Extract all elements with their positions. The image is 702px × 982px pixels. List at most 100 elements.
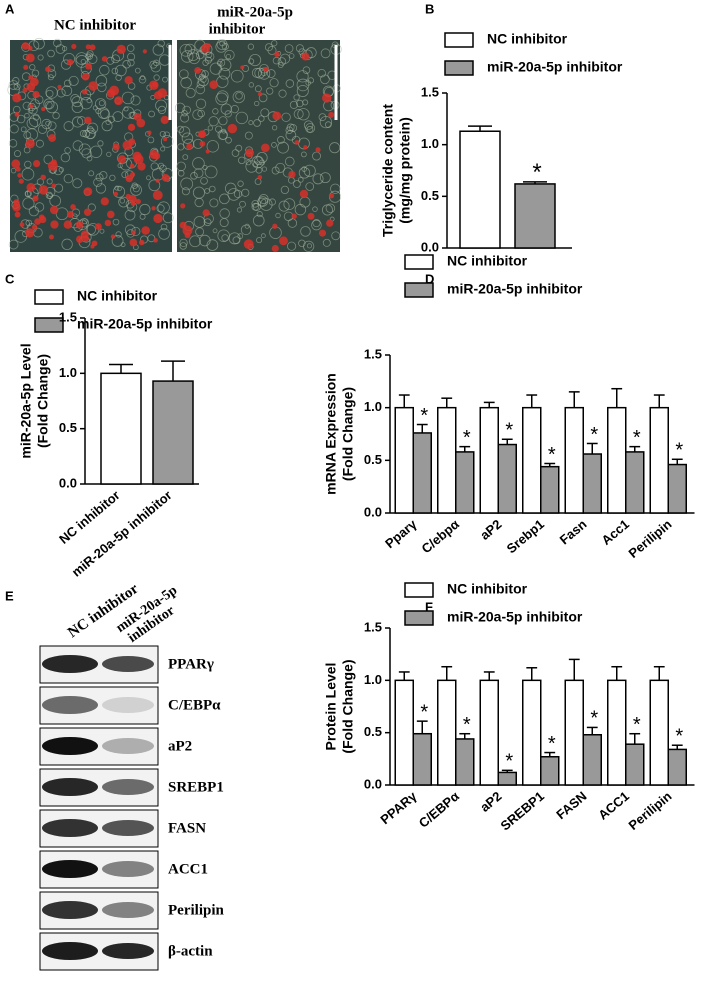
cell	[94, 98, 107, 110]
lipid	[124, 76, 133, 85]
cell	[330, 183, 341, 194]
bar	[649, 406, 669, 514]
cell	[88, 170, 95, 177]
lipid	[132, 151, 142, 162]
significance: *	[548, 733, 556, 755]
x-tick-label: miR-20a-5p inhibitor	[69, 487, 175, 579]
cell	[33, 37, 45, 50]
legend-swatch	[34, 317, 64, 333]
cell	[153, 74, 160, 81]
bar	[667, 463, 687, 514]
cell	[300, 226, 311, 237]
cell	[281, 112, 291, 122]
lipid	[279, 236, 288, 246]
lipid	[32, 91, 40, 99]
cell	[157, 39, 165, 48]
y-tick-label: 0.5	[364, 724, 382, 739]
lipid	[127, 123, 136, 131]
lipid	[179, 221, 187, 229]
cell	[320, 48, 331, 59]
x-tick-label: Fasn	[557, 516, 590, 547]
legend-swatch	[404, 610, 434, 626]
significance: *	[675, 726, 683, 748]
cell	[89, 145, 103, 158]
significance: *	[463, 427, 471, 449]
cell	[98, 100, 105, 107]
lipid	[318, 229, 327, 237]
cell	[46, 178, 53, 185]
lipid	[129, 238, 138, 247]
cell	[237, 180, 244, 187]
cell	[312, 173, 324, 185]
cell	[107, 115, 115, 123]
lipid	[23, 64, 29, 70]
lipid	[17, 173, 22, 178]
band	[42, 942, 98, 960]
cell	[60, 152, 71, 163]
cell	[253, 161, 259, 167]
cell	[239, 200, 246, 208]
cell	[188, 52, 200, 65]
cell	[61, 238, 73, 250]
lipid	[48, 134, 57, 142]
x-tick-label: C/EBPα	[416, 788, 462, 830]
lipid	[109, 85, 120, 96]
panel-letter: E	[5, 588, 14, 603]
significance: *	[420, 405, 428, 427]
lipid	[51, 183, 57, 189]
cell	[277, 141, 289, 154]
cell	[176, 161, 186, 172]
lipid	[125, 193, 132, 200]
lipid	[288, 170, 296, 179]
band	[42, 778, 98, 796]
cell	[120, 242, 126, 248]
cell	[235, 92, 243, 100]
cell	[43, 98, 55, 110]
y-tick-label: 1.5	[421, 84, 439, 99]
cell	[254, 85, 262, 93]
cell	[209, 185, 216, 193]
cell	[221, 128, 227, 134]
lipid	[25, 139, 35, 149]
x-tick-label: Perilipin	[626, 516, 675, 560]
cell	[68, 75, 79, 86]
bar	[455, 738, 475, 786]
cell	[163, 131, 171, 139]
bar	[394, 679, 414, 786]
lipid	[299, 189, 309, 199]
lipid	[83, 187, 93, 196]
cell	[179, 242, 187, 250]
cell	[111, 54, 120, 64]
cell	[138, 75, 147, 84]
lipid	[151, 206, 156, 211]
cell	[119, 198, 126, 204]
significance: *	[420, 701, 428, 723]
lipid	[138, 239, 145, 246]
cell	[85, 129, 96, 139]
cell	[199, 234, 211, 247]
y-axis-label: (mg/mg protein)	[397, 117, 413, 224]
cell	[217, 58, 226, 67]
lipid	[260, 143, 270, 153]
cell	[271, 166, 280, 175]
lipid	[303, 145, 308, 150]
lipid	[194, 66, 202, 74]
cell	[182, 154, 189, 160]
cell	[216, 90, 229, 103]
lipid	[38, 185, 49, 195]
cell	[297, 177, 304, 183]
lipid	[271, 244, 279, 253]
cell	[312, 151, 322, 161]
x-tick-label: SREBP1	[498, 788, 548, 833]
lipid	[326, 219, 334, 227]
cell	[182, 105, 191, 115]
lipid	[25, 228, 35, 238]
y-axis-label: Triglyceride content	[380, 104, 396, 237]
cell	[275, 162, 286, 173]
row-label: FASN	[168, 820, 206, 836]
cell	[248, 58, 255, 65]
lipid	[100, 197, 109, 206]
bar	[582, 734, 602, 786]
lipid	[26, 182, 36, 192]
